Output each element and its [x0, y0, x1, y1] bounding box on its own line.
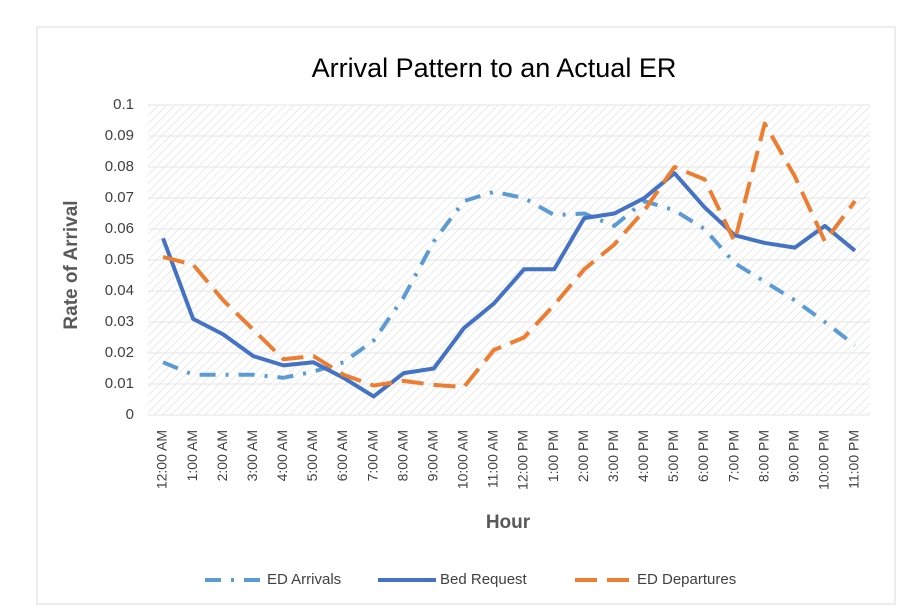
y-tick-label: 0.01: [105, 375, 134, 392]
legend-label: Bed Request: [440, 571, 528, 588]
x-tick-label: 11:00 PM: [846, 430, 862, 489]
x-tick-label: 1:00 AM: [184, 430, 200, 481]
legend-label: ED Departures: [637, 571, 736, 588]
x-tick-label: 3:00 AM: [244, 430, 260, 481]
x-tick-label: 9:00 PM: [785, 430, 801, 482]
series-line: [161, 171, 857, 399]
y-axis-label: Rate of Arrival: [61, 200, 82, 329]
x-tick-label: 12:00 AM: [154, 430, 170, 489]
y-tick-label: 0: [126, 406, 134, 423]
y-tick-label: 0.08: [105, 158, 134, 175]
series-line: [162, 189, 857, 380]
y-tick-label: 0.05: [105, 251, 134, 268]
x-tick-label: 7:00 AM: [364, 430, 380, 481]
x-tick-label: 4:00 PM: [635, 430, 651, 482]
y-tick-label: 0.04: [105, 282, 134, 299]
y-tick-label: 0.09: [105, 127, 134, 144]
x-tick-label: 8:00 AM: [394, 430, 410, 481]
x-tick-label: 9:00 AM: [424, 430, 440, 481]
x-tick-label: 10:00 PM: [816, 430, 832, 490]
x-tick-label: 8:00 PM: [755, 430, 771, 482]
y-tick-label: 0.1: [113, 96, 134, 113]
x-tick-label: 6:00 PM: [695, 430, 711, 482]
x-tick-label: 11:00 AM: [485, 430, 501, 488]
y-tick-label: 0.02: [105, 344, 134, 361]
x-tick-label: 12:00 PM: [515, 430, 531, 490]
x-tick-label: 7:00 PM: [725, 430, 741, 482]
x-tick-label: 10:00 AM: [455, 430, 471, 489]
x-tick-label: 5:00 AM: [304, 430, 320, 481]
y-tick-label: 0.07: [105, 189, 134, 206]
x-tick-label: 1:00 PM: [545, 430, 561, 482]
series-line: [162, 121, 857, 390]
legend-label: ED Arrivals: [267, 571, 341, 588]
x-tick-label: 4:00 AM: [274, 430, 290, 481]
x-tick-label: 2:00 AM: [214, 430, 230, 481]
x-tick-label: 3:00 PM: [605, 430, 621, 482]
x-tick-label: 5:00 PM: [665, 430, 681, 482]
x-axis-label: Hour: [486, 512, 531, 533]
x-tick-label: 6:00 AM: [334, 430, 350, 481]
chart-title: Arrival Pattern to an Actual ER: [312, 53, 677, 83]
y-tick-label: 0.06: [105, 220, 134, 237]
y-tick-label: 0.03: [105, 313, 134, 330]
x-tick-label: 2:00 PM: [575, 430, 591, 482]
